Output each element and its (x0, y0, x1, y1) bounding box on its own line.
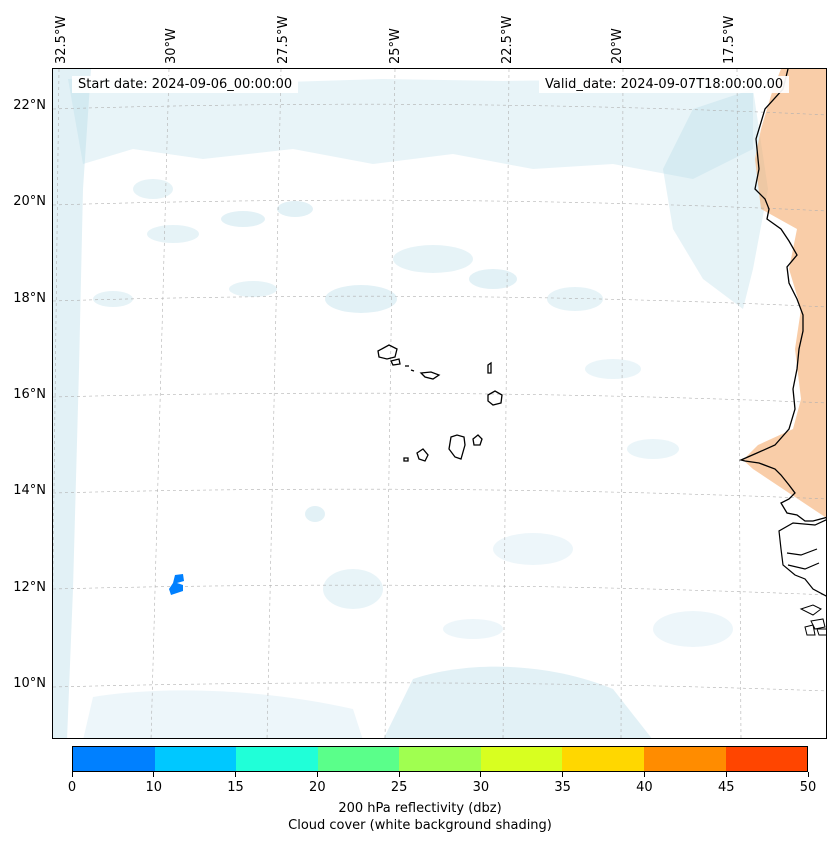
colorbar-segment (236, 747, 318, 771)
colorbar-tick-label: 0 (67, 780, 77, 795)
colorbar-tick (316, 772, 318, 777)
colorbar-segment (399, 747, 481, 771)
longitude-label: 22.5°W (500, 15, 515, 64)
latitude-label: 10°N (13, 676, 46, 691)
colorbar-segment (643, 747, 726, 771)
colorbar-tick-label: 30 (472, 780, 490, 795)
graticule (53, 69, 826, 738)
colorbar-tick-label: 15 (227, 780, 244, 795)
start-date-label: Start date: 2024-09-06_00:00:00 (72, 76, 299, 93)
latitude-label: 14°N (13, 483, 46, 498)
colorbar-tick (71, 772, 73, 777)
colorbar-segment (480, 747, 563, 771)
land-temperature-shading (743, 69, 826, 518)
colorbar-segment (73, 747, 155, 771)
latitude-label: 20°N (13, 194, 46, 209)
bijagos-islands (799, 604, 826, 636)
colorbar-tick (725, 772, 727, 777)
colorbar (72, 746, 808, 772)
colorbar-tick-label: 40 (636, 780, 653, 795)
longitude-label: 25°W (388, 28, 403, 64)
colorbar-segment (317, 747, 400, 771)
colorbar-tick-label: 45 (717, 780, 735, 795)
colorbar-tick (235, 772, 237, 777)
colorbar-tick-label: 35 (554, 780, 571, 795)
latitude-label: 16°N (13, 387, 46, 402)
map-canvas (53, 69, 826, 738)
colorbar-tick (398, 772, 400, 777)
cape-verde-islands (377, 344, 503, 462)
longitude-label: 17.5°W (722, 15, 737, 64)
longitude-label: 32.5°W (54, 15, 69, 64)
longitude-label: 30°W (164, 28, 179, 64)
colorbar-tick-label: 50 (799, 780, 817, 795)
reflectivity-echo (169, 574, 184, 595)
latitude-label: 18°N (13, 291, 46, 306)
colorbar-tick-label: 10 (145, 780, 163, 795)
colorbar-tick-label: 25 (390, 780, 408, 795)
colorbar-segment (725, 747, 808, 771)
colorbar-tick (153, 772, 155, 777)
colorbar-tick (643, 772, 645, 777)
longitude-label: 20°W (610, 28, 625, 64)
latitude-label: 12°N (13, 580, 46, 595)
colorbar-tick (480, 772, 482, 777)
cloud-cover-shading (53, 69, 768, 738)
latitude-label: 22°N (13, 98, 46, 113)
longitude-label: 27.5°W (276, 15, 291, 64)
valid-date-label: Valid_date: 2024-09-07T18:00:00.00 (539, 76, 790, 93)
africa-coastline (738, 69, 826, 522)
colorbar-tick (562, 772, 564, 777)
map-panel (52, 68, 827, 739)
colorbar-tick-label: 20 (309, 780, 326, 795)
guinea-bissau-coastline (778, 519, 826, 597)
colorbar-segment (154, 747, 237, 771)
colorbar-segment (562, 747, 644, 771)
colorbar-subtitle: Cloud cover (white background shading) (288, 818, 552, 833)
colorbar-tick (807, 772, 809, 777)
colorbar-title: 200 hPa reflectivity (dbz) (338, 801, 502, 816)
